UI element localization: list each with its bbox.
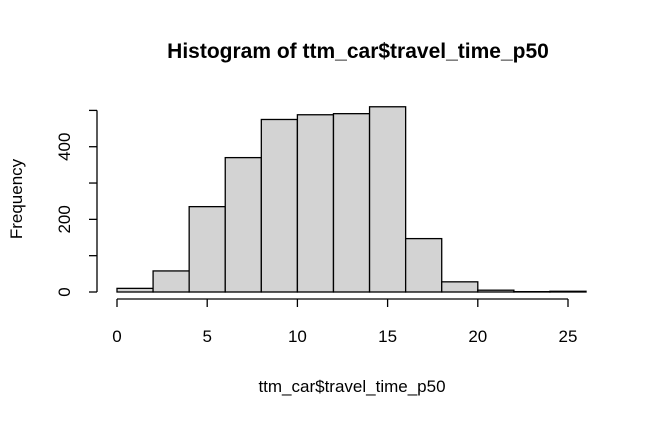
histogram-bar-2-4 [152,270,190,293]
x-axis-label: ttm_car$travel_time_p50 [258,377,445,396]
histogram-bar-0-2 [116,287,154,293]
y-axis-label: Frequency [7,158,26,239]
x-tick-label: 0 [112,327,121,346]
histogram-bar-16-18 [404,237,443,293]
histogram-bar-18-20 [441,281,479,293]
x-tick-label: 5 [202,327,211,346]
histogram-bar-4-6 [188,205,226,293]
x-tick-label: 20 [468,327,487,346]
histogram-bar-20-22 [477,289,515,293]
histogram-bar-6-8 [224,156,262,293]
histogram-bar-12-14 [332,113,371,293]
histogram-bar-14-16 [368,106,407,293]
histogram-bar-10-12 [296,114,335,293]
x-axis: 0 5 10 15 20 25 [112,298,578,346]
y-tick-label: 0 [55,287,74,296]
y-tick-label: 200 [55,205,74,233]
histogram-bar-8-10 [260,118,299,293]
y-tick-label: 400 [55,133,74,161]
bars-group [116,106,587,293]
x-tick-label: 25 [559,327,578,346]
x-tick-label: 10 [288,327,307,346]
y-axis: 0 200 400 [55,109,98,297]
x-tick-label: 15 [378,327,397,346]
histogram-bar-24-26 [549,290,587,293]
chart-title: Histogram of ttm_car$travel_time_p50 [167,40,549,63]
